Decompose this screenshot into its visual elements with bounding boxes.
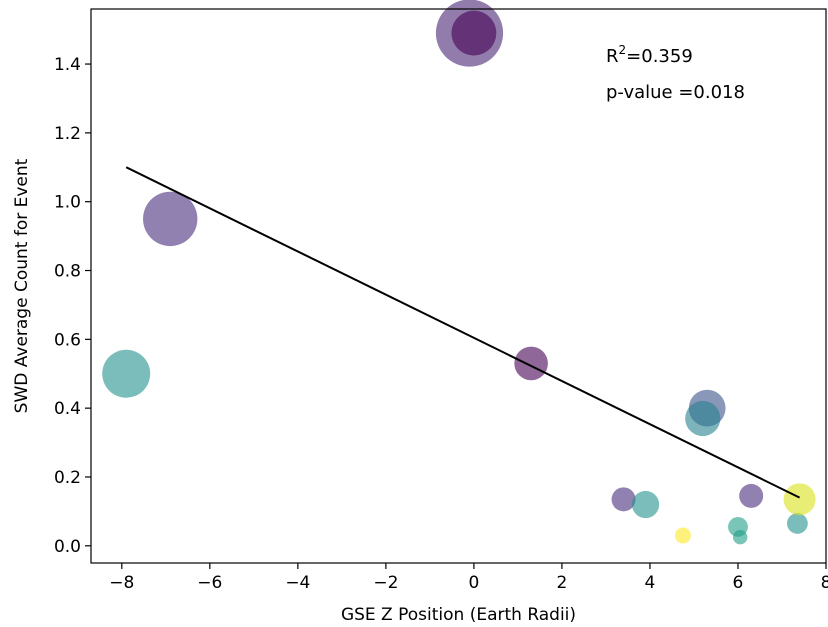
y-tick-label: 1.0 [54, 193, 81, 213]
y-tick-label: 1.2 [54, 124, 81, 144]
y-tick-label: 0.4 [54, 399, 81, 419]
r-squared-value: =0.359 [626, 46, 693, 67]
data-point [685, 400, 721, 437]
data-point [739, 483, 764, 508]
data-point [732, 529, 748, 545]
y-axis: 0.0 0.2 0.4 0.6 0.8 1.0 1.2 1.4 [54, 55, 91, 557]
x-tick-label: 4 [645, 573, 656, 593]
x-axis-label: GSE Z Position (Earth Radii) [341, 605, 576, 625]
plot-frame [90, 8, 827, 564]
y-tick-label: 0.8 [54, 262, 81, 282]
x-tick-label: −2 [373, 573, 398, 593]
data-point [786, 513, 808, 534]
x-tick-label: 0 [468, 573, 479, 593]
data-point [631, 490, 660, 519]
data-point [451, 10, 497, 56]
r-squared-annotation: R2=0.359 [606, 43, 693, 67]
y-axis-label: SWD Average Count for Event [12, 158, 32, 413]
data-point [143, 191, 198, 247]
y-tick-label: 1.4 [54, 55, 81, 75]
data-point [674, 527, 691, 544]
x-tick-label: 6 [733, 573, 744, 593]
data-points [102, 0, 816, 545]
data-point [611, 487, 636, 512]
x-tick-label: 2 [557, 573, 568, 593]
data-point [102, 349, 151, 398]
p-value-annotation: p-value =0.018 [606, 82, 745, 103]
y-tick-label: 0.0 [54, 537, 81, 557]
x-tick-label: −4 [285, 573, 310, 593]
r-squared-prefix: R [606, 46, 619, 67]
regression-line [125, 166, 801, 499]
y-tick-label: 0.6 [54, 330, 81, 350]
data-point [514, 346, 548, 381]
x-axis: −8 −6 −4 −2 0 2 4 6 8 [109, 563, 828, 593]
x-tick-label: 8 [821, 573, 828, 593]
data-point [783, 483, 816, 516]
y-tick-label: 0.2 [54, 468, 81, 488]
x-tick-label: −6 [197, 573, 222, 593]
fit-line [125, 166, 801, 499]
r-squared-superscript: 2 [619, 43, 627, 57]
x-tick-label: −8 [109, 573, 134, 593]
